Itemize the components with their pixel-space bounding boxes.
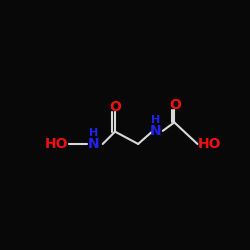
Text: H: H bbox=[151, 115, 160, 125]
Text: H: H bbox=[89, 128, 98, 138]
Text: N: N bbox=[88, 137, 99, 151]
Text: O: O bbox=[169, 98, 181, 112]
Text: O: O bbox=[109, 100, 121, 114]
Text: N: N bbox=[150, 124, 162, 138]
Text: HO: HO bbox=[44, 137, 68, 151]
Text: HO: HO bbox=[198, 137, 222, 151]
